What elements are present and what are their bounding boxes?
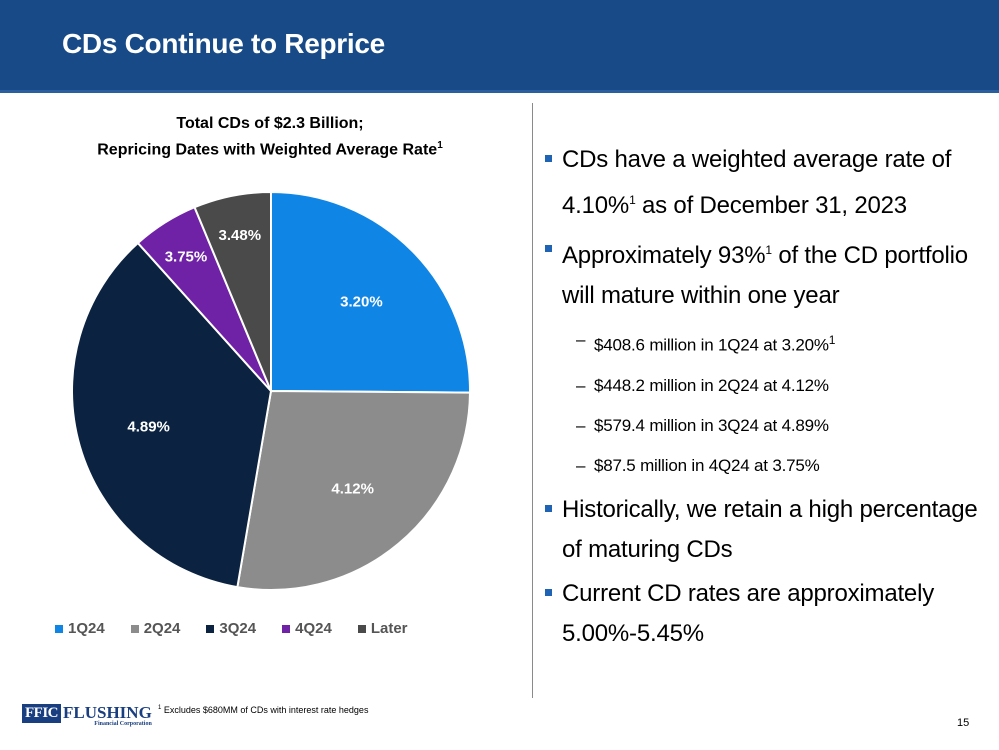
- chart-title: Total CDs of $2.3 Billion; Repricing Dat…: [60, 113, 480, 161]
- legend-label: Later: [370, 620, 408, 637]
- chart-legend: 1Q24 2Q24 3Q24 4Q24 Later: [55, 620, 434, 637]
- bullet-marker: [545, 155, 552, 162]
- bullet-retention: Historically, we retain a high percentag…: [542, 490, 982, 570]
- bullet-list: CDs have a weighted average rate of 4.10…: [542, 140, 982, 658]
- bullet-current-rates: Current CD rates are approximately 5.00%…: [542, 574, 982, 654]
- bullet-weighted-rate: CDs have a weighted average rate of 4.10…: [542, 140, 982, 226]
- legend-item-3q24: 3Q24: [206, 620, 256, 637]
- pie-slice-3q24: [71, 241, 273, 589]
- sub-bullet-3q24: – $579.4 million in 3Q24 at 4.89%: [576, 415, 829, 435]
- chart-title-line1: Total CDs of $2.3 Billion;: [176, 115, 364, 132]
- flushing-logo: FFIC FLUSHING Financial Corporation: [22, 704, 152, 728]
- legend-item-later: Later: [357, 620, 408, 637]
- sub-bullet-1q24: – $408.6 million in 1Q24 at 3.20%1: [576, 330, 836, 355]
- logo-ffic: FFIC: [22, 704, 61, 723]
- bullet-marker: [545, 588, 552, 596]
- slide-title: CDs Continue to Reprice: [62, 28, 385, 59]
- legend-label: 4Q24: [295, 620, 332, 637]
- page-number: 15: [957, 717, 970, 729]
- legend-swatch: [282, 624, 291, 633]
- legend-label: 1Q24: [68, 620, 105, 637]
- pie-label-3q24: 4.89%: [127, 418, 170, 435]
- bullet-marker: [545, 504, 552, 512]
- legend-item-1q24: 1Q24: [55, 620, 105, 637]
- slide-header: CDs Continue to Reprice: [0, 0, 999, 93]
- chart-title-line2: Repricing Dates with Weighted Average Ra…: [97, 140, 443, 159]
- sub-bullet-4q24: – $87.5 million in 4Q24 at 3.75%: [576, 455, 820, 475]
- legend-label: 3Q24: [219, 620, 257, 637]
- legend-swatch: [206, 624, 215, 633]
- pie-slice-1q24: [270, 190, 471, 394]
- pie-slice-2q24: [236, 389, 472, 591]
- logo-name: FLUSHING Financial Corporation: [63, 703, 152, 727]
- pie-label-2q24: 4.12%: [331, 481, 374, 498]
- pie-chart: 3.20% 4.12% 4.89% 3.75% 3.48%: [71, 190, 472, 591]
- sub-bullet-2q24: – $448.2 million in 2Q24 at 4.12%: [576, 375, 829, 395]
- pie-slice-later: [193, 190, 272, 392]
- legend-item-2q24: 2Q24: [130, 620, 181, 637]
- legend-item-4q24: 4Q24: [282, 620, 332, 637]
- footnote: 1 Excludes $680MM of CDs with interest r…: [158, 705, 369, 715]
- pie-label-1q24: 3.20%: [340, 293, 383, 310]
- legend-swatch: [55, 624, 63, 633]
- pie-label-4q24: 3.75%: [165, 248, 208, 265]
- legend-swatch: [357, 624, 366, 633]
- column-divider: [532, 103, 533, 698]
- pie-label-later: 3.48%: [219, 227, 262, 244]
- bullet-marker: [545, 245, 552, 252]
- bullet-maturity: Approximately 93%1 of the CD portfolio w…: [542, 230, 982, 316]
- legend-label: 2Q24: [143, 620, 181, 637]
- legend-swatch: [130, 624, 139, 633]
